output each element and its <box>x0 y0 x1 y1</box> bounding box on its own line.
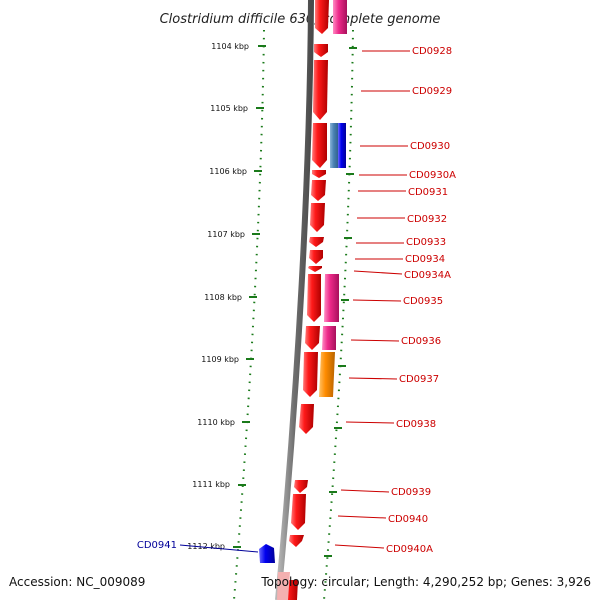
gene-arrow[interactable] <box>307 274 321 322</box>
gene-arrow[interactable] <box>308 266 322 272</box>
gene-label[interactable]: CD0940 <box>388 514 428 525</box>
gene-label[interactable]: CD0940A <box>386 544 433 555</box>
tick-label: 1106 kbp <box>209 167 247 176</box>
gene-arrow[interactable] <box>277 572 290 600</box>
gene-arrow[interactable] <box>330 123 339 168</box>
accession-text: Accession: NC_009089 <box>9 575 145 589</box>
gene-arrow[interactable] <box>309 237 324 247</box>
gene-arrow[interactable] <box>259 544 275 563</box>
tick-label: 1112 kbp <box>187 542 225 551</box>
gene-arrow[interactable] <box>322 326 336 350</box>
tick-labels: 1104 kbp 1105 kbp 1106 kbp 1107 kbp 1108… <box>187 42 249 551</box>
gene-arrow[interactable] <box>319 352 335 397</box>
genome-backbone <box>275 0 314 600</box>
gene-arrow[interactable] <box>338 123 346 168</box>
gene-features <box>259 0 347 600</box>
tick-label: 1105 kbp <box>210 104 248 113</box>
gene-arrow[interactable] <box>310 203 325 232</box>
feature-track <box>323 29 354 600</box>
gene-label[interactable]: CD0935 <box>403 296 443 307</box>
gene-arrow[interactable] <box>312 170 326 178</box>
gene-label[interactable]: CD0933 <box>406 237 446 248</box>
gene-label[interactable]: CD0934 <box>405 254 445 265</box>
tick-label: 1107 kbp <box>207 230 245 239</box>
tick-label: 1111 kbp <box>192 480 230 489</box>
gene-label[interactable]: CD0928 <box>412 46 452 57</box>
tick-marks <box>233 45 266 548</box>
gene-arrow[interactable] <box>312 123 327 168</box>
tick-label: 1110 kbp <box>197 418 235 427</box>
gene-arrow[interactable] <box>291 494 306 530</box>
topology-text: Topology: circular; Length: 4,290,252 bp… <box>260 575 591 589</box>
gene-arrow[interactable] <box>314 44 328 57</box>
gene-arrow[interactable] <box>289 535 304 547</box>
tick-label: 1104 kbp <box>211 42 249 51</box>
gene-arrow[interactable] <box>315 0 329 34</box>
gene-label[interactable]: CD0938 <box>396 419 436 430</box>
gene-arrow[interactable] <box>305 326 320 350</box>
gene-label[interactable]: CD0937 <box>399 374 439 385</box>
map-title: Clostridium difficile 630, complete geno… <box>160 12 441 27</box>
right-track-ticks <box>324 47 357 557</box>
gene-label[interactable]: CD0941 <box>137 540 177 551</box>
label-connector-blue <box>179 544 259 553</box>
tick-label: 1108 kbp <box>204 293 242 302</box>
gene-arrow[interactable] <box>309 250 323 264</box>
label-connectors <box>334 50 410 549</box>
gene-label[interactable]: CD0929 <box>412 86 452 97</box>
gene-label[interactable]: CD0932 <box>407 214 447 225</box>
gene-arrow[interactable] <box>303 352 318 397</box>
gene-label[interactable]: CD0930A <box>409 170 456 181</box>
tick-label: 1109 kbp <box>201 355 239 364</box>
gene-labels: CD0928 CD0929 CD0930 CD0930A CD0931 CD09… <box>137 46 456 555</box>
gene-label[interactable]: CD0930 <box>410 141 450 152</box>
gene-arrow[interactable] <box>299 404 314 434</box>
gene-arrow[interactable] <box>313 60 328 120</box>
gene-label[interactable]: CD0934A <box>404 270 451 281</box>
gene-arrow[interactable] <box>294 480 308 493</box>
gene-arrow[interactable] <box>324 274 339 322</box>
gene-arrow[interactable] <box>333 0 347 34</box>
gene-label[interactable]: CD0931 <box>408 187 448 198</box>
tick-track <box>233 29 265 600</box>
gene-label[interactable]: CD0936 <box>401 336 441 347</box>
gene-label[interactable]: CD0939 <box>391 487 431 498</box>
gene-arrow[interactable] <box>311 180 326 201</box>
